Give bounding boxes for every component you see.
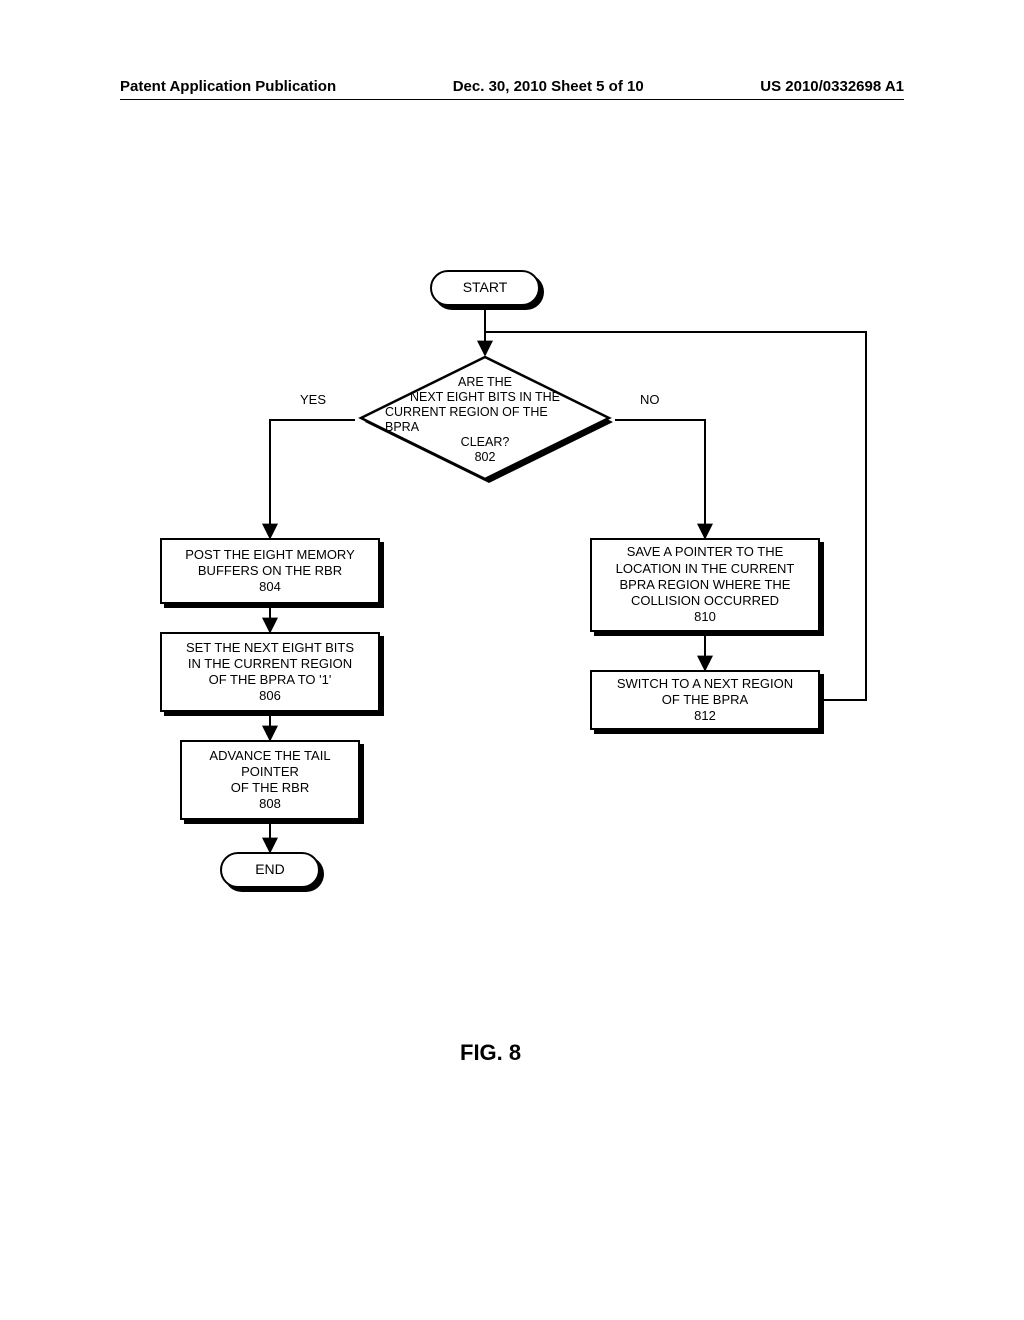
patent-header: Patent Application Publication Dec. 30, … xyxy=(120,78,904,100)
node-decision-802-text: ARE THE NEXT EIGHT BITS IN THE CURRENT R… xyxy=(355,355,615,485)
node-end: END xyxy=(220,852,320,888)
node-end-label: END xyxy=(255,861,285,879)
header-right: US 2010/0332698 A1 xyxy=(760,78,904,95)
node-process-808: ADVANCE THE TAIL POINTER OF THE RBR 808 xyxy=(180,740,360,820)
node-process-812: SWITCH TO A NEXT REGION OF THE BPRA 812 xyxy=(590,670,820,730)
node-process-806: SET THE NEXT EIGHT BITS IN THE CURRENT R… xyxy=(160,632,380,712)
node-process-804: POST THE EIGHT MEMORY BUFFERS ON THE RBR… xyxy=(160,538,380,604)
edge-label-yes: YES xyxy=(300,392,326,407)
node-start: START xyxy=(430,270,540,306)
header-left: Patent Application Publication xyxy=(120,78,336,95)
node-start-label: START xyxy=(463,279,508,297)
edge-label-no: NO xyxy=(640,392,660,407)
node-process-810: SAVE A POINTER TO THE LOCATION IN THE CU… xyxy=(590,538,820,632)
figure-caption: FIG. 8 xyxy=(460,1040,521,1066)
header-center: Dec. 30, 2010 Sheet 5 of 10 xyxy=(453,78,644,95)
node-decision-802: ARE THE NEXT EIGHT BITS IN THE CURRENT R… xyxy=(355,355,615,485)
flowchart-fig8: START ARE THE NEXT EIGHT BITS IN THE CUR… xyxy=(130,270,890,990)
